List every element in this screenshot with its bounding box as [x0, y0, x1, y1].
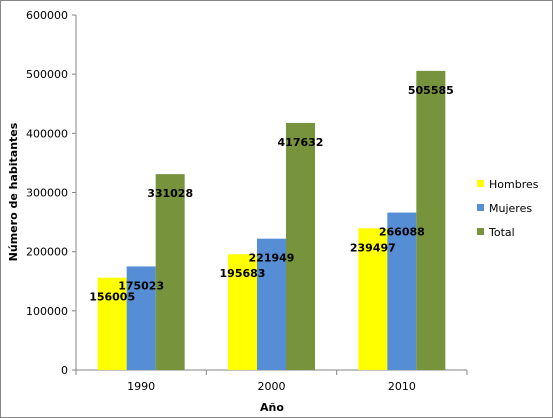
legend-label-hombres: Hombres	[489, 178, 539, 191]
bar-hombres-2000	[228, 254, 257, 370]
bar-mujeres-1990	[126, 266, 156, 370]
y-axis-title: Número de habitantes	[7, 122, 20, 261]
y-tick-label: 300000	[26, 187, 68, 200]
y-tick-label: 500000	[26, 68, 68, 81]
x-tick-label: 1990	[127, 380, 155, 393]
legend-swatch-hombres	[477, 180, 484, 187]
y-tick-label: 200000	[26, 246, 68, 259]
bar-hombres-1990	[97, 277, 127, 370]
bar-mujeres-2010	[387, 212, 417, 370]
data-label: 221949	[249, 252, 295, 265]
bar-hombres-2010	[358, 228, 388, 370]
x-axis-title: Año	[260, 401, 284, 414]
data-label: 239497	[350, 241, 396, 254]
bar-mujeres-2000	[257, 238, 286, 370]
data-label: 417632	[278, 136, 324, 149]
data-label: 195683	[220, 267, 266, 280]
bar-total-1990	[155, 174, 185, 370]
y-tick-label: 100000	[26, 305, 68, 318]
y-tick-label: 400000	[26, 127, 68, 140]
data-label: 175023	[118, 279, 164, 292]
data-label: 156005	[89, 291, 135, 304]
legend-swatch-mujeres	[477, 204, 484, 211]
data-label: 505585	[408, 84, 454, 97]
x-tick-label: 2000	[258, 380, 286, 393]
legend-label-mujeres: Mujeres	[489, 202, 532, 215]
legend-label-total: Total	[488, 226, 515, 239]
x-tick-label: 2010	[388, 380, 416, 393]
bar-total-2010	[416, 70, 446, 370]
data-label: 331028	[147, 187, 193, 200]
y-tick-label: 600000	[26, 9, 68, 22]
bar-total-2000	[286, 122, 315, 371]
y-tick-label: 0	[61, 364, 68, 377]
data-label: 266088	[379, 226, 425, 239]
legend-swatch-total	[477, 228, 484, 235]
bars	[97, 70, 446, 371]
legend: Hombres Mujeres Total	[477, 178, 539, 239]
